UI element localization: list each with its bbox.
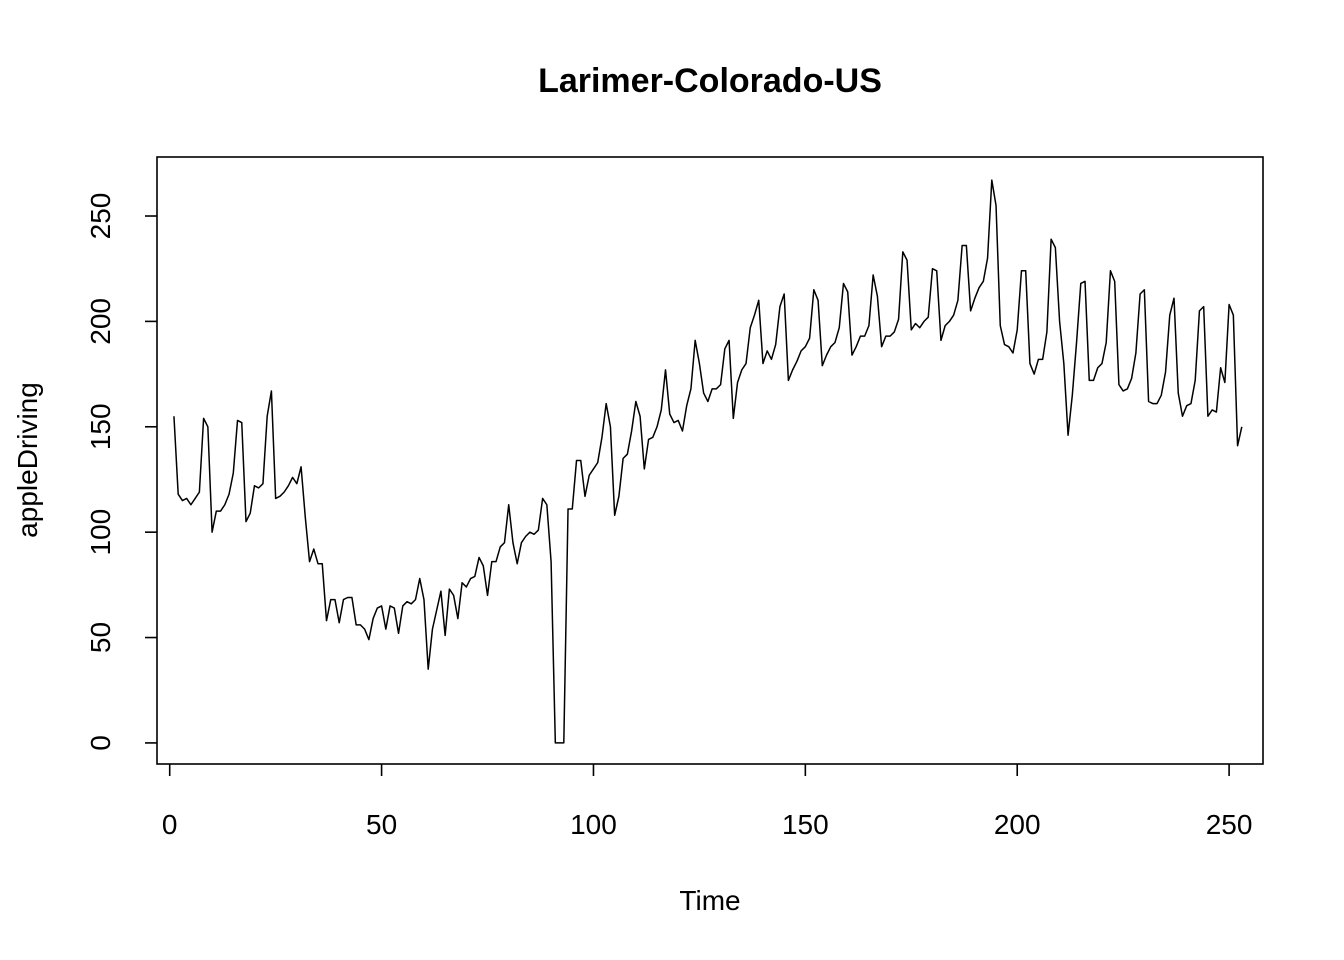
y-tick-label: 200: [85, 298, 116, 345]
y-axis: 0 50 100 150 200 250: [85, 193, 157, 751]
x-tick-label: 150: [782, 809, 829, 840]
x-tick-label: 50: [366, 809, 397, 840]
plot-frame: [156, 156, 1264, 765]
x-tick-label: 0: [162, 809, 178, 840]
x-tick-label: 200: [994, 809, 1041, 840]
y-tick-label: 250: [85, 193, 116, 240]
series-line: [173, 179, 1243, 744]
x-axis: 0 50 100 150 200 250: [162, 764, 1253, 840]
y-tick-label: 50: [85, 622, 116, 653]
y-axis-label: appleDriving: [12, 382, 43, 538]
y-tick-label: 150: [85, 403, 116, 450]
x-tick-label: 250: [1206, 809, 1253, 840]
y-tick-label: 100: [85, 509, 116, 556]
x-tick-label: 100: [570, 809, 617, 840]
x-axis-label: Time: [679, 885, 740, 916]
y-tick-label: 0: [85, 735, 116, 751]
chart-title: Larimer-Colorado-US: [538, 62, 882, 100]
